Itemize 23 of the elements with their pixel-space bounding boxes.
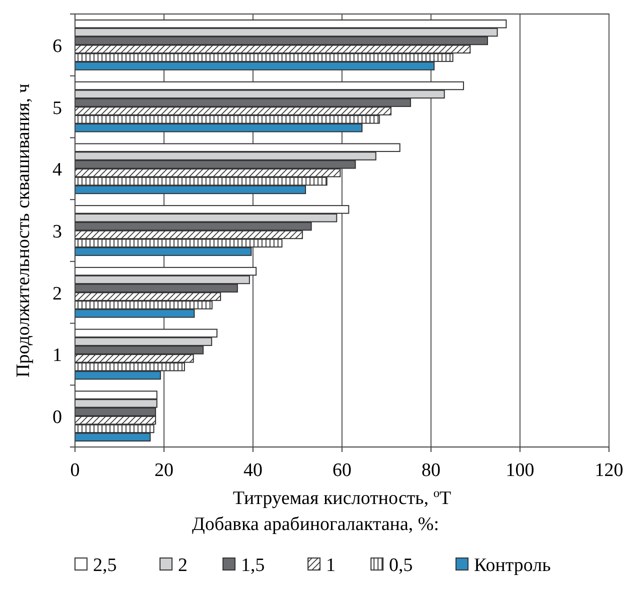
x-axis-title: Титруемая кислотность, $^{o}$T <box>232 486 452 509</box>
x-tick-label: 80 <box>422 460 440 481</box>
legend-label: 1 <box>326 555 336 576</box>
x-tick-label: 0 <box>70 460 80 481</box>
x-tick-label: 40 <box>244 460 262 481</box>
legend-title: Добавка арабиногалактана, %: <box>192 514 439 535</box>
x-tick-label: 100 <box>506 460 534 481</box>
x-tick-label: 120 <box>594 460 624 481</box>
y-tick-label: 0 <box>52 407 62 428</box>
y-axis-title: Продолжительность сквашивания, ч <box>13 83 34 378</box>
legend-label: Контроль <box>474 555 552 576</box>
y-tick-label: 3 <box>52 222 62 242</box>
x-tick-label: 20 <box>154 460 174 481</box>
y-tick-label: 2 <box>52 283 62 304</box>
y-tick-label: 4 <box>52 160 62 181</box>
y-tick-label: 1 <box>52 345 62 366</box>
x-tick-label: 60 <box>332 460 352 481</box>
legend-label: 0,5 <box>389 555 413 576</box>
legend-label: 2,5 <box>93 555 117 576</box>
legend-label: 2 <box>178 555 188 576</box>
legend-label: 1,5 <box>241 555 265 576</box>
y-tick-label: 5 <box>52 98 62 119</box>
y-tick-label: 6 <box>52 36 62 57</box>
